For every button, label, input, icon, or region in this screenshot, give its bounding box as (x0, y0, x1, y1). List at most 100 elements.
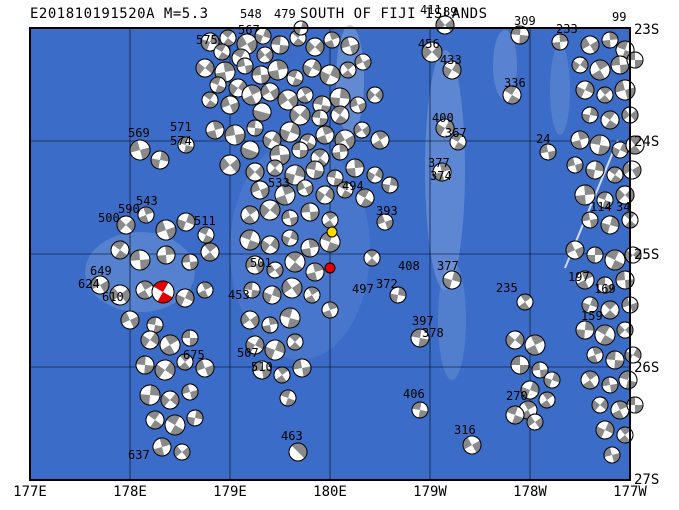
focal-mechanism-beachball (581, 296, 599, 314)
focal-mechanism-beachball (589, 134, 611, 156)
depth-label: 377 (437, 259, 459, 273)
focal-mechanism-beachball (279, 389, 297, 407)
focal-mechanism-beachball (336, 181, 354, 199)
focal-mechanism-beachball (354, 53, 372, 71)
focal-mechanism-beachball (236, 57, 254, 75)
focal-mechanism-beachball (353, 121, 371, 139)
focal-mechanism-beachball (116, 215, 136, 235)
depth-label: 569 (128, 126, 150, 140)
focal-mechanism-beachball (240, 140, 260, 160)
focal-mechanism-beachball (595, 420, 615, 440)
focal-mechanism-beachball (176, 353, 194, 371)
focal-mechanism-beachball (219, 29, 237, 47)
focal-mechanism-beachball (200, 242, 220, 262)
longitude-axis-label: 177E (13, 484, 47, 500)
focal-mechanism-beachball (266, 261, 284, 279)
focal-mechanism-beachball (601, 376, 619, 394)
focal-mechanism-beachball (205, 120, 225, 140)
focal-mechanism-beachball (279, 307, 301, 329)
focal-mechanism-beachball (524, 334, 546, 356)
focal-mechanism-beachball (196, 281, 214, 299)
focal-mechanism-beachball (442, 270, 462, 290)
depth-label: 89 (443, 5, 457, 19)
focal-mechanism-beachball (305, 37, 325, 57)
latitude-axis-label: 23S (634, 22, 660, 38)
depth-label: 197 (568, 270, 590, 284)
depth-label: 567 (238, 23, 260, 37)
depth-label: 159 (581, 309, 603, 323)
focal-mechanism-beachball (580, 370, 600, 390)
focal-mechanism-beachball (323, 31, 341, 49)
depth-label: 406 (403, 387, 425, 401)
focal-mechanism-beachball (596, 86, 614, 104)
depth-label: 336 (504, 76, 526, 90)
depth-label: 637 (128, 448, 150, 462)
focal-mechanism-beachball (195, 58, 215, 78)
depth-label: 372 (376, 277, 398, 291)
depth-label: 408 (398, 259, 420, 273)
depth-label: 169 (594, 282, 616, 296)
focal-mechanism-beachball (135, 355, 155, 375)
depth-label: 400 (432, 111, 454, 125)
focal-mechanism-beachball (270, 35, 290, 55)
focal-mechanism-beachball (581, 106, 599, 124)
focal-mechanism-beachball (284, 164, 306, 186)
focal-mechanism-beachball (129, 139, 151, 161)
focal-mechanism-beachball (120, 310, 140, 330)
map-frame (29, 27, 631, 481)
focal-mechanism-beachball (129, 249, 151, 271)
focal-mechanism-beachball (311, 109, 329, 127)
depth-label: 507 (237, 346, 259, 360)
focal-mechanism-beachball (220, 95, 240, 115)
depth-label: 624 (78, 277, 100, 291)
focal-mechanism-beachball (591, 396, 609, 414)
focal-mechanism-beachball (267, 59, 289, 81)
focal-mechanism-beachball (201, 91, 219, 109)
focal-mechanism-beachball (261, 316, 279, 334)
depth-label: 533 (268, 176, 290, 190)
focal-mechanism-beachball (606, 166, 624, 184)
focal-mechanism-beachball (135, 280, 155, 300)
depth-label: 378 (422, 326, 444, 340)
focal-mechanism-beachball (145, 410, 165, 430)
focal-mechanism-beachball (219, 154, 241, 176)
focal-mechanism-beachball (600, 300, 620, 320)
depth-label: 511 (194, 214, 216, 228)
focal-mechanism-beachball (345, 158, 365, 178)
focal-mechanism-beachball (160, 390, 180, 410)
longitude-axis-label: 180E (313, 484, 347, 500)
depth-label: 463 (281, 429, 303, 443)
focal-mechanism-beachball (300, 202, 320, 222)
focal-mechanism-beachball (502, 85, 522, 105)
longitude-axis-label: 179W (413, 484, 447, 500)
focal-mechanism-beachball (329, 87, 351, 109)
focal-mechanism-beachball (260, 82, 280, 102)
focal-mechanism-beachball (241, 84, 263, 106)
focal-mechanism-beachball (175, 288, 195, 308)
focal-mechanism-beachball (596, 276, 614, 294)
focal-mechanism-beachball (586, 246, 604, 264)
depth-label: 367 (445, 126, 467, 140)
focal-mechanism-beachball (339, 61, 357, 79)
focal-mechanism-beachball (570, 130, 590, 150)
focal-mechanism-beachball (195, 358, 215, 378)
latitude-axis-label: 24S (634, 134, 660, 150)
focal-mechanism-beachball (224, 124, 246, 146)
focal-mechanism-beachball (421, 41, 443, 63)
focal-mechanism-beachball (213, 43, 231, 61)
focal-mechanism-beachball (315, 125, 335, 145)
focal-mechanism-beachball (580, 35, 600, 55)
focal-mechanism-beachball (622, 160, 642, 180)
focal-mechanism-beachball (281, 229, 299, 247)
focal-mechanism-beachball (176, 212, 196, 232)
map-title-event: E201810191520A M=5.3 (30, 6, 209, 22)
focal-mechanism-beachball (109, 284, 131, 306)
focal-mechanism-beachball (281, 209, 299, 227)
focal-mechanism-beachball (505, 330, 525, 350)
depth-label: 479 (274, 7, 296, 21)
depth-label: 456 (418, 37, 440, 51)
focal-mechanism-beachball (516, 293, 534, 311)
focal-mechanism-beachball (363, 249, 381, 267)
focal-mechanism-beachball (177, 136, 195, 154)
